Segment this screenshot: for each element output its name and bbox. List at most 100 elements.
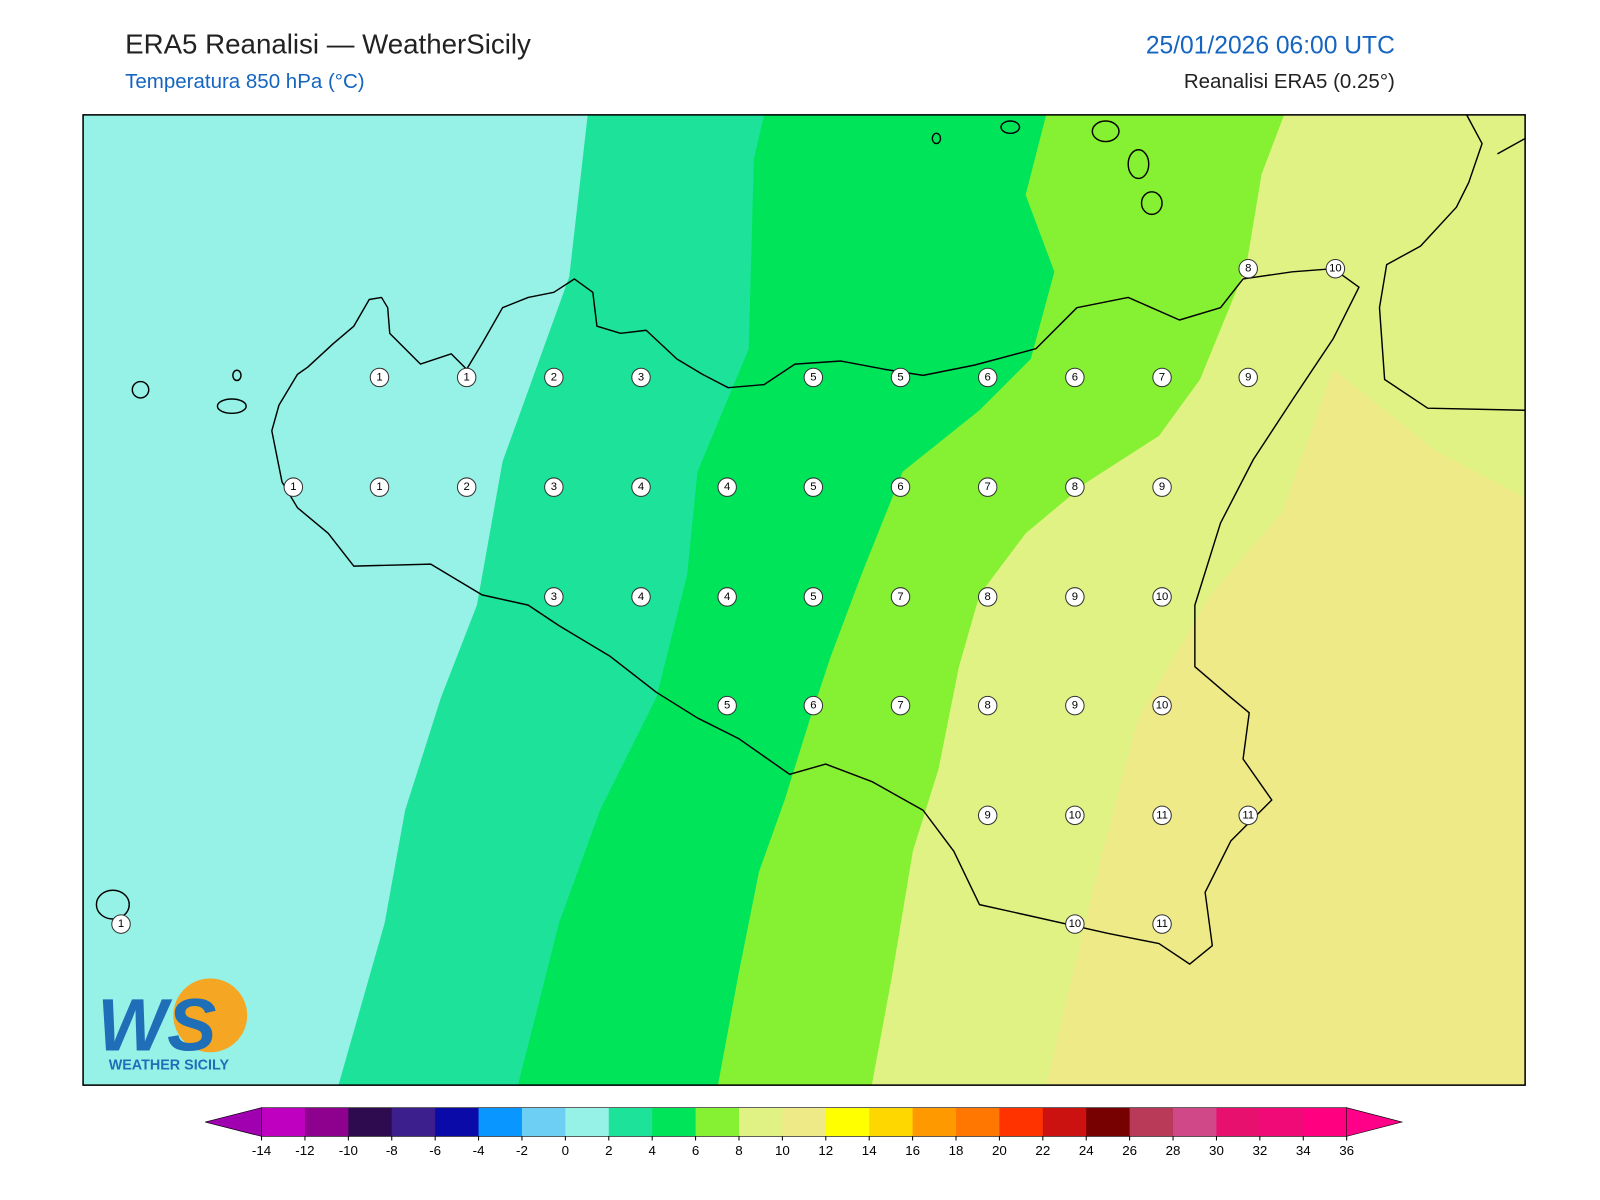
colorbar-segment	[1303, 1107, 1348, 1137]
colorbar-tick-label: 36	[1339, 1143, 1354, 1158]
colorbar-tick-label: 12	[818, 1143, 833, 1158]
colorbar-segment	[1129, 1107, 1174, 1137]
colorbar-segment	[261, 1107, 306, 1137]
station-value: 8	[1072, 481, 1078, 493]
station-value: 7	[897, 700, 903, 712]
colorbar-tick-label: 34	[1296, 1143, 1311, 1158]
map: 1 1 2 3 5 5 6 6 7 98 101 1 2 3 4 4 5 6 7 8 93 4 4 5 7 8 9 105 6 7 8 9 10…	[83, 114, 1526, 1086]
station-marker	[111, 914, 131, 934]
colorbar-tick-label: 32	[1252, 1143, 1267, 1158]
colorbar-tick-label: 30	[1209, 1143, 1224, 1158]
colorbar-segment	[695, 1107, 740, 1137]
station-marker	[544, 587, 564, 607]
coastline	[271, 267, 1360, 965]
station-marker	[369, 477, 390, 497]
station-marker	[890, 367, 911, 388]
colorbar-tick-label: -14	[252, 1143, 272, 1158]
station-marker	[456, 367, 477, 388]
station-value: 6	[810, 700, 816, 712]
colorbar-tick-label: 16	[905, 1143, 920, 1158]
station-value: 3	[551, 591, 557, 603]
colorbar-tick-label: -10	[339, 1143, 358, 1158]
colorbar-segment	[999, 1107, 1044, 1137]
station-value: 3	[551, 481, 557, 493]
colorbar-segment	[1173, 1107, 1217, 1137]
station-value: 9	[1159, 481, 1165, 493]
station-marker	[1152, 805, 1172, 826]
station-marker	[803, 367, 824, 388]
station-marker	[1065, 587, 1085, 607]
station-value: 1	[376, 371, 382, 383]
station-value: 7	[897, 591, 903, 603]
station-marker	[1238, 367, 1258, 388]
colorbar-tick-label: 26	[1122, 1143, 1137, 1158]
colorbar-segment	[1086, 1107, 1131, 1137]
colorbar-segment	[782, 1107, 827, 1137]
station-value: 1	[118, 918, 124, 930]
colorbar-tick-label: 14	[862, 1143, 877, 1158]
station-marker	[631, 477, 651, 497]
station-value: 4	[724, 481, 730, 493]
station-value: 5	[897, 371, 903, 383]
station-value: 5	[810, 481, 816, 493]
station-marker	[544, 367, 564, 388]
station-marker	[283, 477, 304, 497]
station-marker	[1325, 258, 1346, 279]
colorbar-tick-label: 10	[775, 1143, 790, 1158]
station-marker	[1152, 367, 1172, 388]
station-value: 11	[1156, 918, 1168, 930]
station-marker	[803, 695, 824, 716]
station-value: 5	[724, 700, 730, 712]
islands	[95, 120, 1163, 920]
station-value: 2	[551, 371, 557, 383]
station-marker	[890, 587, 911, 607]
map-frame	[82, 114, 1526, 1086]
colorbar-tick-label: -6	[429, 1143, 441, 1158]
colorbar-over	[1346, 1107, 1404, 1137]
colorbar-segment	[912, 1107, 957, 1137]
station-marker	[631, 587, 651, 607]
colorbar-segment	[521, 1107, 566, 1137]
stations: 1 1 2 3 5 5 6 6 7 98 101 1 2 3 4 4 5 6 7 8 93 4 4 5 7 8 9 105 6 7 8 9 10…	[111, 258, 1346, 934]
station-marker	[1065, 367, 1085, 388]
colorbar-tick-label: 22	[1035, 1143, 1050, 1158]
station-value: 11	[1242, 809, 1254, 821]
station-marker	[890, 477, 911, 497]
station-value: 10	[1069, 809, 1082, 821]
colorbar-segment	[825, 1107, 870, 1137]
subtitle: Temperatura 850 hPa (°C)	[125, 70, 365, 93]
station-marker	[890, 695, 911, 716]
station-marker	[977, 695, 998, 716]
colorbar-segment	[348, 1107, 393, 1137]
logo: WS WEATHER SICILY	[97, 978, 248, 1074]
colorbar-tick-label: -4	[473, 1143, 485, 1158]
station-value: 10	[1329, 263, 1342, 275]
station-marker	[456, 477, 477, 497]
colorbar-tick-label: 2	[605, 1143, 612, 1158]
station-marker	[717, 587, 737, 607]
station-marker	[1065, 695, 1085, 716]
colorbar-segment	[956, 1107, 1000, 1137]
colorbar-frame	[261, 1107, 1347, 1137]
station-marker	[1065, 914, 1085, 934]
station-marker	[977, 805, 998, 826]
colorbar-tick-label: 8	[735, 1143, 742, 1158]
station-marker	[1152, 477, 1172, 497]
station-marker	[717, 477, 737, 497]
colorbar-tick-label: 6	[692, 1143, 699, 1158]
station-value: 1	[376, 481, 382, 493]
colorbar-segment	[478, 1107, 523, 1137]
colorbar-segment	[738, 1107, 783, 1137]
station-value: 8	[985, 700, 991, 712]
station-value: 7	[1159, 371, 1165, 383]
station-value: 3	[638, 371, 644, 383]
colorbar-segment	[1042, 1107, 1087, 1137]
station-marker	[977, 587, 998, 607]
station-value: 9	[985, 809, 991, 821]
colorbar-segment	[608, 1107, 653, 1137]
station-marker	[803, 477, 824, 497]
station-marker	[1065, 805, 1085, 826]
station-value: 9	[1072, 700, 1078, 712]
